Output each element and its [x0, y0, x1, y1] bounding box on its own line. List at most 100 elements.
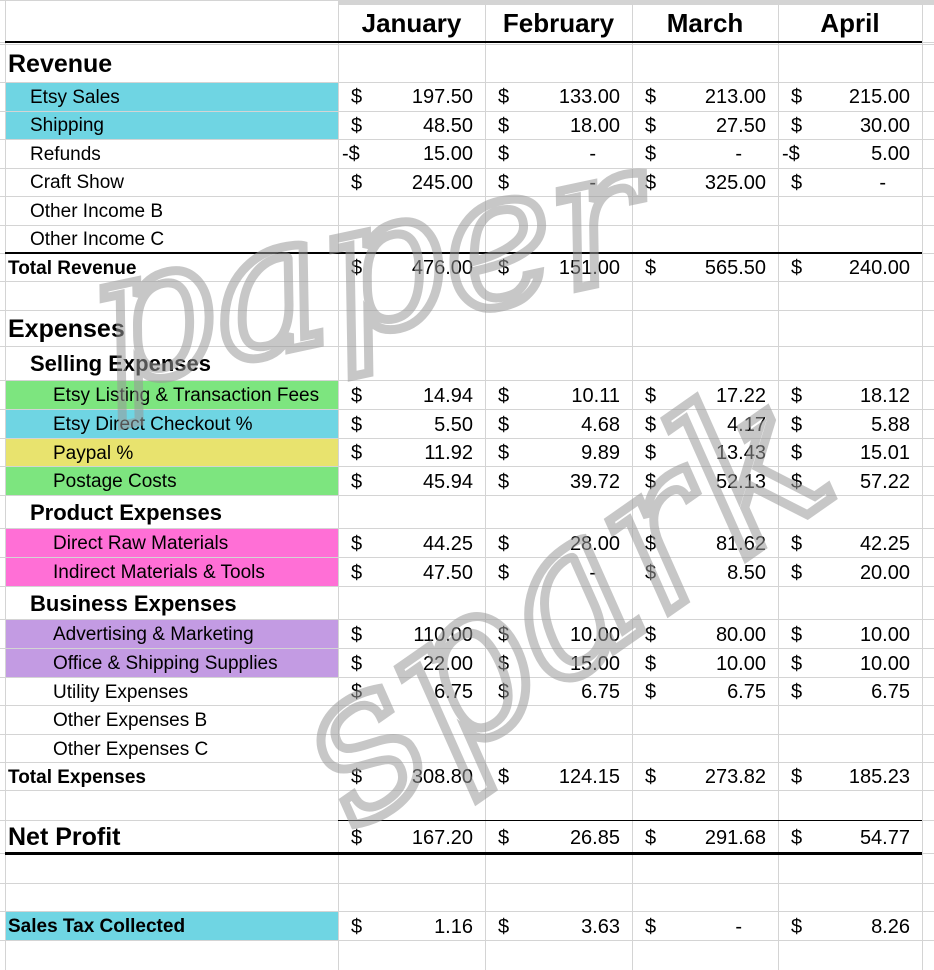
grid-line	[0, 346, 934, 347]
amount: 5.88	[871, 413, 910, 436]
currency-symbol: $	[498, 384, 510, 407]
currency-symbol: $	[351, 413, 363, 436]
amount: 8.50	[727, 561, 766, 584]
row-label: Etsy Listing & Transaction Fees	[53, 385, 320, 406]
row-label: Postage Costs	[53, 471, 177, 492]
currency-symbol: $	[645, 442, 657, 464]
amount: 18.00	[569, 114, 620, 137]
amount: 133.00	[558, 86, 620, 109]
amount: -	[735, 143, 742, 166]
currency-symbol: $	[791, 766, 803, 788]
month-header: March	[666, 8, 744, 38]
currency-symbol: $	[791, 384, 803, 407]
currency-symbol: $	[645, 915, 657, 938]
grid-line	[0, 911, 934, 912]
row-label: Office & Shipping Supplies	[53, 653, 278, 674]
currency-symbol: $	[498, 470, 510, 493]
row-highlight	[5, 110, 338, 139]
amount: 10.00	[859, 623, 910, 646]
amount: 325.00	[704, 171, 766, 194]
currency-symbol: $	[791, 532, 803, 555]
amount: -	[879, 171, 886, 194]
row-highlight	[5, 557, 338, 586]
amount: 28.00	[569, 532, 620, 555]
row-highlight	[5, 438, 338, 466]
amount: 52.13	[715, 470, 766, 493]
grid-line	[0, 648, 934, 649]
currency-symbol: $	[645, 257, 657, 279]
currency-symbol: $	[645, 413, 657, 436]
top-border	[338, 0, 934, 5]
currency-symbol: $	[645, 652, 657, 675]
currency-symbol: $	[351, 826, 363, 849]
currency-symbol: $	[498, 532, 510, 555]
currency-symbol: $	[791, 413, 803, 436]
net-top-border	[338, 820, 922, 821]
currency-symbol: $	[498, 681, 510, 703]
grid-line	[0, 310, 934, 311]
currency-symbol: $	[791, 652, 803, 675]
currency-symbol: -$	[342, 143, 360, 166]
grid-line	[0, 82, 934, 83]
currency-symbol: $	[791, 561, 803, 584]
currency-symbol: $	[791, 826, 803, 849]
currency-symbol: $	[645, 384, 657, 407]
amount: 10.11	[571, 384, 620, 407]
row-label: Expenses	[8, 314, 125, 343]
currency-symbol: $	[791, 442, 803, 464]
amount: 22.00	[422, 652, 473, 675]
amount: 245.00	[411, 171, 473, 194]
row-label: Other Expenses C	[53, 738, 209, 760]
grid-line	[632, 0, 633, 970]
grid-line	[0, 557, 934, 558]
amount: 57.22	[859, 470, 910, 493]
amount: 17.22	[715, 384, 766, 407]
currency-symbol: $	[351, 442, 363, 464]
grid-line	[0, 139, 934, 140]
amount: 54.77	[859, 826, 910, 849]
grid-line	[0, 734, 934, 735]
currency-symbol: $	[498, 915, 510, 938]
grid-line	[0, 466, 934, 467]
grid-line	[0, 619, 934, 620]
amount: 6.75	[727, 681, 766, 703]
amount: -	[589, 561, 596, 584]
currency-symbol: $	[498, 652, 510, 675]
currency-symbol: $	[791, 114, 803, 137]
currency-symbol: $	[645, 826, 657, 849]
amount: -	[735, 915, 742, 938]
grid-line	[0, 883, 934, 884]
currency-symbol: $	[791, 623, 803, 646]
grid-line	[778, 0, 779, 970]
amount: 39.72	[569, 470, 620, 493]
currency-symbol: $	[351, 652, 363, 675]
currency-symbol: $	[645, 681, 657, 703]
amount: 6.75	[581, 681, 620, 703]
amount: 3.63	[581, 915, 620, 938]
amount: 5.50	[434, 413, 473, 436]
amount: 20.00	[859, 561, 910, 584]
currency-symbol: $	[791, 470, 803, 493]
amount: 273.82	[704, 766, 766, 788]
grid-line	[922, 0, 923, 970]
row-highlight	[5, 648, 338, 677]
row-label: Total Expenses	[8, 766, 146, 788]
amount: 47.50	[422, 561, 473, 584]
month-header: April	[820, 8, 880, 38]
grid-line	[0, 167, 934, 169]
row-label: Other Income B	[30, 200, 164, 222]
amount: 10.00	[859, 652, 910, 675]
currency-symbol: $	[791, 681, 803, 703]
row-label: Direct Raw Materials	[53, 533, 229, 554]
month-header: January	[361, 8, 462, 38]
currency-symbol: $	[791, 915, 803, 938]
currency-symbol: $	[791, 257, 803, 279]
row-label: Business Expenses	[30, 590, 237, 616]
currency-symbol: $	[498, 766, 510, 788]
grid-line	[5, 0, 6, 970]
row-label: Etsy Direct Checkout %	[53, 414, 253, 435]
amount: 15.00	[422, 143, 473, 166]
row-label: Revenue	[8, 49, 113, 78]
row-label: Total Revenue	[8, 257, 137, 279]
